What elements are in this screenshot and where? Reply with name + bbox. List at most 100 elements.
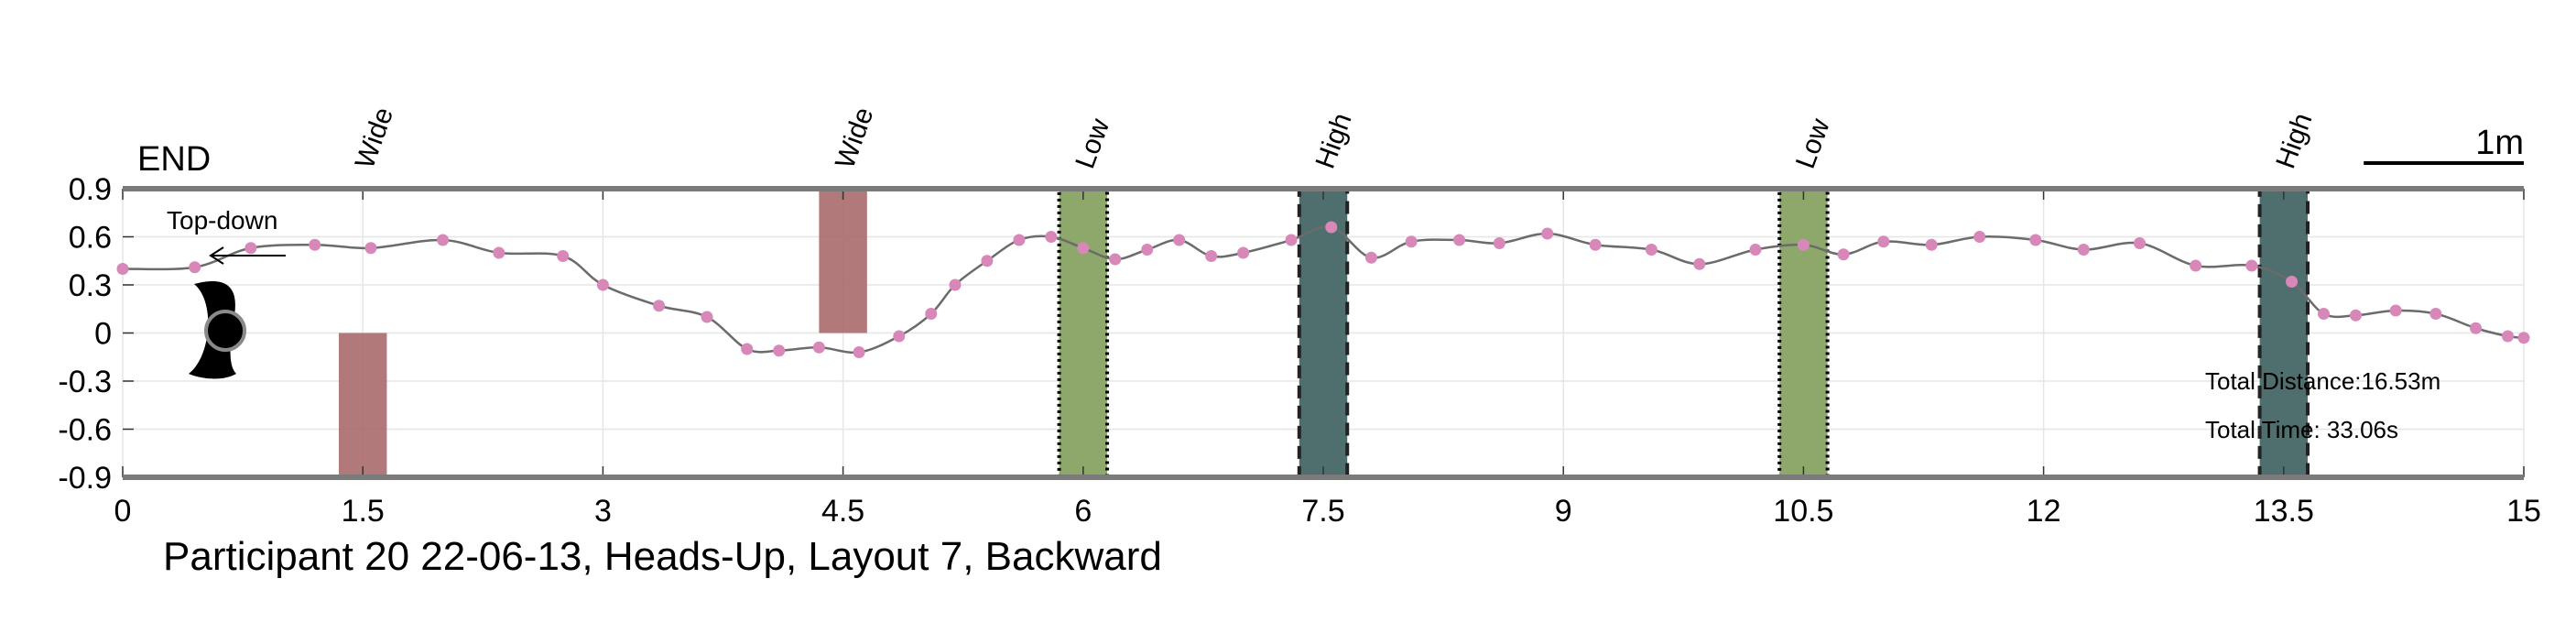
trajectory-point [2349, 309, 2362, 322]
x-tick-label: 10.5 [1773, 494, 1833, 529]
trajectory-point [653, 300, 666, 312]
trajectory-point [701, 311, 713, 323]
trajectory-point [1013, 234, 1026, 246]
y-tick-label: -0.6 [58, 413, 112, 448]
trajectory-point [2077, 244, 2090, 256]
y-tick-label: -0.3 [58, 365, 112, 399]
trajectory-point [245, 242, 257, 255]
x-tick-label: 7.5 [1301, 494, 1344, 529]
axes: 0 1.5 3 4.5 6 7.5 9 10.5 12 13.5 15 0.9 0.6 0.3 0 -0.3 -… [58, 172, 2541, 529]
y-tick-label: 0 [94, 317, 112, 352]
trajectory-point [2318, 308, 2330, 320]
y-tick-label: 0.6 [69, 221, 112, 256]
y-tick-label: 0.3 [69, 268, 112, 303]
trajectory-point [1173, 234, 1186, 246]
trajectory-point [2517, 332, 2530, 344]
trajectory-point [309, 238, 321, 251]
trajectory-point [773, 344, 786, 357]
obstacle-label: Low [1790, 115, 1836, 172]
trajectory-point [741, 343, 754, 355]
trajectory-point [1493, 237, 1505, 249]
trajectory-point [925, 308, 938, 320]
total-time-label: Total Time: 33.06s [2205, 416, 2398, 443]
trajectory-point [2389, 304, 2402, 317]
obstacle-wide [338, 333, 387, 477]
trajectory-point [949, 278, 962, 291]
trajectory-point [1837, 248, 1850, 261]
participant-icon [189, 280, 246, 379]
trajectory-point [1237, 246, 1250, 259]
obstacle-label: High [2270, 109, 2318, 172]
trajectory-line [122, 225, 2525, 355]
top-down-arrow-icon [209, 246, 286, 265]
trajectory-point [2190, 259, 2202, 272]
trajectory-point [1205, 250, 1218, 262]
trajectory-point [1797, 238, 1810, 251]
trajectory-point [1109, 253, 1122, 266]
x-tick-label: 12 [2027, 494, 2061, 529]
obstacle-low [1057, 187, 1110, 479]
trajectory-series [116, 221, 2530, 358]
scale-bar-label: 1m [2475, 124, 2524, 162]
obstacle-label: Wide [830, 104, 879, 173]
obstacle-wide [819, 189, 867, 333]
trajectory-point [1973, 231, 1986, 243]
trajectory-point [116, 263, 129, 275]
total-distance-label: Total Distance:16.53m [2205, 367, 2440, 395]
trajectory-point [2502, 330, 2515, 343]
x-tick-label: 6 [1074, 494, 1092, 529]
trajectory-point [1405, 235, 1418, 248]
trajectory-point [1325, 221, 1338, 234]
trajectory-point [557, 250, 570, 262]
obstacle-label: Low [1070, 115, 1115, 172]
trajectory-point [437, 234, 450, 246]
trajectory-point [1141, 244, 1154, 256]
trajectory-point [596, 278, 609, 291]
trajectory-point [1749, 244, 1762, 256]
trajectory-point [364, 242, 377, 255]
trajectory-point [1589, 238, 1602, 251]
participant-head-icon [204, 310, 246, 352]
trajectory-point [1541, 227, 1554, 240]
trajectory-point [893, 330, 906, 343]
trajectory-point [2245, 259, 2258, 272]
trajectory-point [1877, 235, 1890, 248]
trajectory-point [2286, 276, 2299, 288]
trajectory-point [1453, 234, 1466, 246]
trajectory-point [1925, 238, 1938, 251]
obstacle-label: Wide [350, 104, 399, 173]
end-label: END [137, 140, 211, 179]
x-tick-label: 3 [594, 494, 612, 529]
y-tick-label: 0.9 [69, 172, 112, 207]
trajectory-point [1285, 234, 1298, 246]
trajectory-point [493, 246, 505, 259]
trajectory-point [1045, 231, 1058, 243]
trajectory-point [2029, 234, 2042, 246]
x-tick-label: 4.5 [821, 494, 864, 529]
trajectory-point [1077, 242, 1090, 255]
obstacle-layer: Wide Wide Low High Low High [338, 104, 2318, 479]
x-tick-label: 0 [114, 494, 132, 529]
trajectory-point [2429, 308, 2442, 320]
trajectory-point [1364, 251, 1377, 264]
y-tick-label: -0.9 [58, 461, 112, 496]
trajectory-point [853, 346, 865, 358]
x-tick-label: 15 [2506, 494, 2541, 529]
obstacle-low [1777, 187, 1830, 479]
trajectory-point [2470, 322, 2483, 334]
x-tick-label: 1.5 [342, 494, 385, 529]
trajectory-point [2133, 237, 2146, 249]
chart-title: Participant 20 22-06-13, Heads-Up, Layou… [163, 534, 1162, 579]
x-tick-label: 13.5 [2254, 494, 2314, 529]
scale-bar: 1m [2364, 124, 2524, 165]
trajectory-point [981, 255, 994, 267]
top-down-label: Top-down [167, 206, 277, 235]
trajectory-point [812, 341, 825, 354]
trajectory-point [1645, 244, 1658, 256]
trajectory-point [1693, 257, 1706, 270]
trajectory-point [189, 261, 201, 274]
obstacle-label: High [1310, 109, 1358, 172]
obstacle-high [2257, 187, 2310, 479]
x-tick-label: 9 [1555, 494, 1572, 529]
